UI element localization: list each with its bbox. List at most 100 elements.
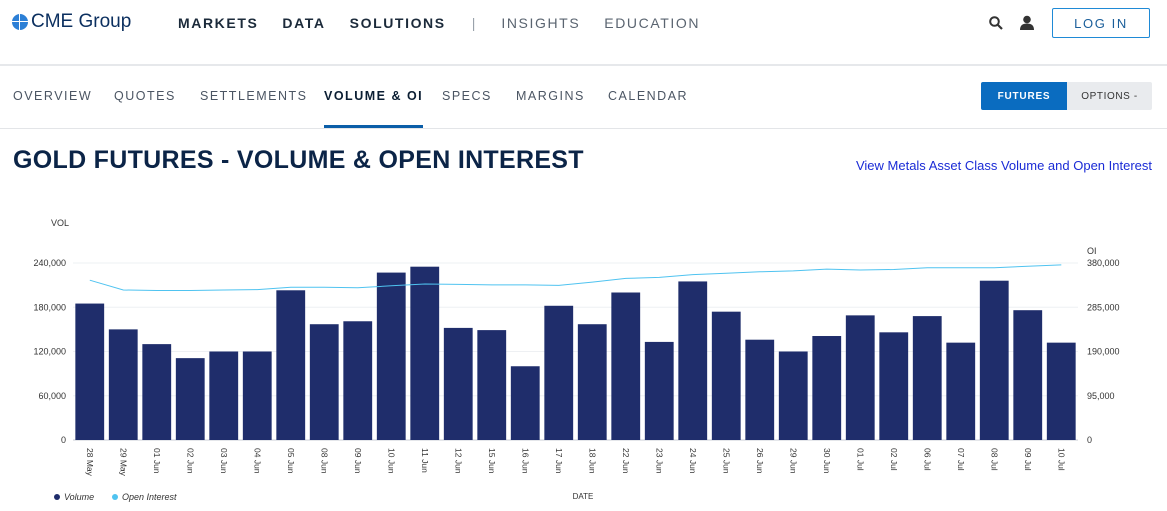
y-left-tick-label: 60,000 [38, 391, 66, 401]
volume-bar [745, 339, 775, 440]
volume-bar [309, 324, 339, 440]
x-tick-label: 22 Jun [621, 448, 631, 474]
volume-bar [812, 336, 842, 440]
x-tick-label: 10 Jun [386, 448, 396, 474]
x-tick-label: 26 Jun [755, 448, 765, 474]
x-tick-label: 15 Jun [487, 448, 497, 474]
metals-asset-class-link[interactable]: View Metals Asset Class Volume and Open … [855, 158, 1152, 173]
legend-volume-label: Volume [64, 492, 94, 502]
header-divider [0, 64, 1167, 66]
nav-separator: | [471, 15, 476, 31]
x-tick-label: 29 Jun [788, 448, 798, 474]
volume-bar [209, 351, 239, 440]
logo-text: CME Group [31, 11, 132, 32]
y-right-tick-label: 380,000 [1087, 258, 1120, 268]
x-tick-label: 10 Jul [1056, 448, 1066, 471]
volume-bar [979, 280, 1009, 440]
x-tick-label: 17 Jun [554, 448, 564, 474]
x-tick-label: 23 Jun [654, 448, 664, 474]
y-right-tick-label: 95,000 [1087, 391, 1115, 401]
volume-bar [108, 329, 138, 440]
main-nav: MARKETS DATA SOLUTIONS | INSIGHTS EDUCAT… [178, 15, 724, 31]
nav-solutions[interactable]: SOLUTIONS [349, 15, 446, 31]
page-title: GOLD FUTURES - VOLUME & OPEN INTEREST [13, 146, 584, 174]
volume-bar [477, 330, 507, 440]
y-right-tick-label: 0 [1087, 435, 1092, 445]
volume-bar [644, 341, 674, 440]
x-tick-label: 25 Jun [721, 448, 731, 474]
volume-bar [75, 303, 105, 440]
cme-logo[interactable]: CME Group [12, 11, 131, 33]
legend-volume-marker [54, 494, 60, 500]
volume-bar [711, 311, 741, 440]
open-interest-line [89, 264, 1062, 291]
nav-markets[interactable]: MARKETS [178, 15, 259, 31]
volume-bar [410, 266, 440, 440]
x-tick-label: 08 Jul [989, 448, 999, 471]
volume-bar [1046, 342, 1076, 440]
x-tick-label: 03 Jun [219, 448, 229, 474]
x-tick-label: 24 Jun [688, 448, 698, 474]
volume-bar [912, 316, 942, 440]
x-tick-label: 09 Jun [353, 448, 363, 474]
x-tick-label: 02 Jul [889, 448, 899, 471]
nav-data[interactable]: DATA [282, 15, 326, 31]
volume-bar [343, 321, 373, 440]
tab-quotes[interactable]: QUOTES [114, 89, 176, 103]
volume-bar [142, 344, 172, 440]
x-tick-label: 08 Jun [319, 448, 329, 474]
x-tick-label: 11 Jun [420, 448, 430, 473]
x-tick-label: 30 Jun [822, 448, 832, 474]
tab-settlements[interactable]: SETTLEMENTS [200, 89, 308, 103]
y-left-tick-label: 0 [61, 435, 66, 445]
x-tick-label: 07 Jul [956, 448, 966, 471]
x-axis-label: DATE [573, 492, 594, 501]
volume-bar [544, 305, 574, 440]
nav-education[interactable]: EDUCATION [604, 15, 701, 31]
user-icon[interactable] [1020, 15, 1034, 31]
x-tick-label: 29 May [118, 448, 128, 477]
nav-insights[interactable]: INSIGHTS [501, 15, 581, 31]
volume-bar [778, 351, 808, 440]
legend-oi-label: Open Interest [122, 492, 177, 502]
x-tick-label: 01 Jun [152, 448, 162, 474]
x-tick-label: 09 Jul [1023, 448, 1033, 471]
globe-icon [12, 14, 28, 30]
y-left-tick-label: 120,000 [33, 347, 66, 357]
search-icon[interactable] [989, 16, 1003, 30]
volume-bar [845, 315, 875, 440]
tab-volume-oi[interactable]: VOLUME & OI [324, 89, 424, 128]
x-tick-label: 06 Jul [922, 448, 932, 471]
tab-margins[interactable]: MARGINS [516, 89, 585, 103]
x-tick-label: 01 Jul [855, 448, 865, 471]
y-left-tick-label: 240,000 [33, 258, 66, 268]
tab-specs[interactable]: SPECS [442, 89, 492, 103]
options-dropdown-button[interactable]: OPTIONS - [1067, 82, 1152, 110]
volume-bar [1013, 310, 1043, 440]
volume-bar [443, 327, 473, 440]
x-tick-label: 18 Jun [587, 448, 597, 474]
volume-bar [678, 281, 708, 440]
volume-bar [376, 272, 406, 440]
tab-calendar[interactable]: CALENDAR [608, 89, 689, 103]
y-right-axis-label: OI [1087, 246, 1097, 256]
x-tick-label: 02 Jun [185, 448, 195, 474]
x-tick-label: 16 Jun [520, 448, 530, 474]
x-tick-label: 12 Jun [453, 448, 463, 474]
login-button[interactable]: LOG IN [1052, 8, 1150, 38]
product-subnav: OVERVIEW QUOTES SETTLEMENTS VOLUME & OI … [0, 66, 1167, 129]
y-right-tick-label: 190,000 [1087, 347, 1120, 357]
volume-oi-chart: 0 60,000 120,000 180,000 240,000 0 95,000 190,0… [33, 218, 1120, 502]
volume-bar [242, 351, 272, 440]
volume-bar [175, 358, 205, 440]
legend-oi-marker [112, 494, 118, 500]
volume-bar [577, 324, 607, 440]
futures-toggle-button[interactable]: FUTURES [981, 82, 1067, 110]
volume-bar [611, 292, 641, 440]
y-right-tick-label: 285,000 [1087, 302, 1120, 312]
x-tick-label: 04 Jun [252, 448, 262, 474]
x-tick-label: 05 Jun [286, 448, 296, 474]
tab-overview[interactable]: OVERVIEW [13, 89, 93, 103]
volume-bar [276, 290, 306, 440]
top-header: CME Group MARKETS DATA SOLUTIONS | INSIG… [0, 0, 1167, 64]
